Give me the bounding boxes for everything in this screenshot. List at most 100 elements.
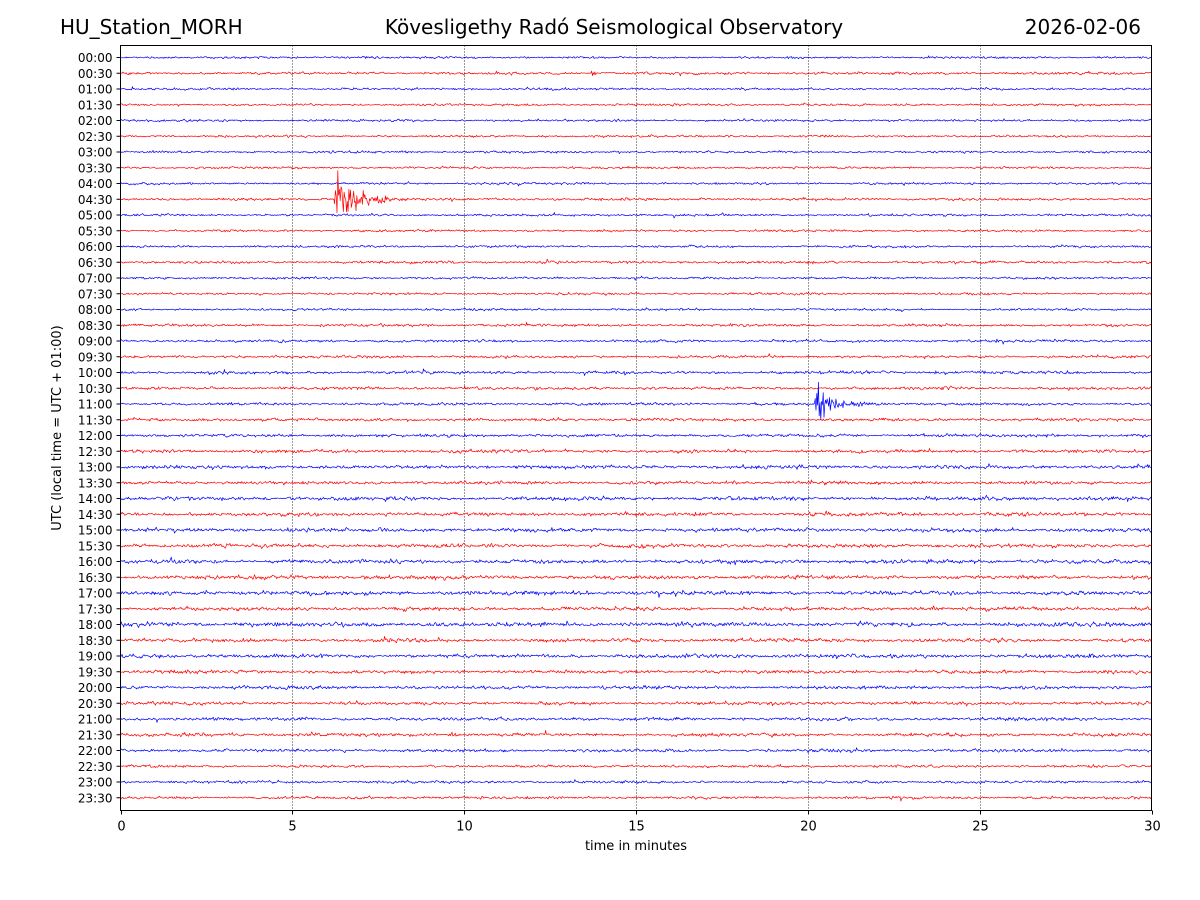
x-tick-label-5: 5	[288, 820, 296, 835]
y-tick-label-0400: 04:00	[78, 177, 113, 191]
trace-0230	[120, 134, 1152, 139]
y-tick-label-0630: 06:30	[78, 256, 113, 270]
trace-0330	[120, 165, 1152, 170]
y-tick-label-1630: 16:30	[78, 571, 113, 585]
plot-frame	[120, 45, 1152, 811]
y-tick-label-2030: 20:30	[78, 697, 113, 711]
y-tick-label-0300: 03:00	[78, 146, 113, 160]
vertical-gridlines	[292, 45, 981, 811]
trace-1200	[120, 432, 1152, 439]
y-tick-label-2130: 21:30	[78, 728, 113, 742]
y-tick-label-1700: 17:00	[78, 587, 113, 601]
x-tick-label-30: 30	[1144, 820, 1161, 835]
y-tick-label-1200: 12:00	[78, 429, 113, 443]
trace-2200	[120, 747, 1152, 754]
y-tick-label-1430: 14:30	[78, 508, 113, 522]
trace-2030	[120, 700, 1152, 707]
date-label: 2026-02-06	[1024, 15, 1141, 39]
y-tick-label-0430: 04:30	[78, 193, 113, 207]
trace-1830	[120, 636, 1152, 644]
trace-2330	[120, 795, 1152, 802]
trace-0900	[120, 338, 1152, 345]
y-tick-label-0800: 08:00	[78, 303, 113, 317]
trace-2230	[120, 763, 1152, 769]
trace-1900	[120, 653, 1152, 660]
trace-1300	[120, 463, 1152, 470]
y-tick-label-0830: 08:30	[78, 319, 113, 333]
trace-0930	[120, 353, 1152, 360]
trace-0130	[120, 102, 1152, 107]
trace-1400	[120, 494, 1152, 503]
trace-0800	[120, 307, 1152, 312]
trace-0000	[120, 55, 1152, 60]
trace-0400	[120, 181, 1152, 187]
trace-2000	[120, 684, 1152, 691]
y-tick-label-0230: 02:30	[78, 130, 113, 144]
trace-0700	[120, 275, 1152, 281]
trace-2300	[120, 779, 1152, 784]
y-tick-label-1730: 17:30	[78, 602, 113, 616]
y-tick-label-0500: 05:00	[78, 209, 113, 223]
y-tick-label-1600: 16:00	[78, 555, 113, 569]
x-tick-label-20: 20	[800, 820, 817, 835]
trace-1700	[120, 589, 1152, 598]
trace-1330	[120, 479, 1152, 486]
trace-2100	[120, 716, 1152, 723]
y-tick-label-1900: 19:00	[78, 650, 113, 664]
trace-2130	[120, 730, 1152, 738]
trace-1600	[120, 556, 1152, 566]
y-tick-label-1330: 13:30	[78, 476, 113, 490]
y-tick-label-0530: 05:30	[78, 224, 113, 238]
y-tick-label-1400: 14:00	[78, 492, 113, 506]
y-tick-label-1130: 11:30	[78, 413, 113, 427]
trace-0030	[120, 70, 1152, 77]
y-tick-label-1230: 12:30	[78, 445, 113, 459]
y-tick-label-1100: 11:00	[78, 398, 113, 412]
trace-0100	[120, 86, 1152, 91]
station-label: HU_Station_MORH	[60, 15, 243, 39]
y-tick-label-1530: 15:30	[78, 539, 113, 553]
trace-1500	[120, 526, 1152, 534]
y-tick-label-1000: 10:00	[78, 366, 113, 380]
x-axis-label: time in minutes	[585, 839, 687, 854]
y-tick-label-0930: 09:30	[78, 350, 113, 364]
trace-1800	[120, 620, 1152, 628]
trace-1130	[120, 416, 1152, 423]
trace-1730	[120, 605, 1152, 612]
trace-0600	[120, 244, 1152, 249]
trace-0830	[120, 321, 1152, 328]
y-tick-label-1300: 13:00	[78, 461, 113, 475]
y-tick-label-2230: 22:30	[78, 760, 113, 774]
trace-1930	[120, 669, 1152, 676]
y-tick-label-2330: 23:30	[78, 791, 113, 805]
observatory-title: Kövesligethy Radó Seismological Observat…	[384, 15, 844, 39]
trace-1100	[120, 381, 1152, 421]
x-tick-label-25: 25	[972, 820, 989, 835]
y-tick-label-0600: 06:00	[78, 240, 113, 254]
x-axis-ticks: 0 5 10 15 20 25 30	[117, 810, 1161, 835]
y-tick-label-1830: 18:30	[78, 634, 113, 648]
y-tick-label-2200: 22:00	[78, 744, 113, 758]
y-tick-label-0330: 03:30	[78, 161, 113, 175]
y-tick-label-1500: 15:00	[78, 524, 113, 538]
y-tick-label-1800: 18:00	[78, 618, 113, 632]
y-tick-label-2300: 23:00	[78, 776, 113, 790]
y-tick-label-1930: 19:30	[78, 665, 113, 679]
trace-1630	[120, 574, 1152, 581]
y-tick-label-2100: 21:00	[78, 713, 113, 727]
y-tick-label-2000: 20:00	[78, 681, 113, 695]
x-tick-label-15: 15	[628, 820, 645, 835]
x-tick-label-10: 10	[456, 820, 473, 835]
y-tick-label-1030: 10:30	[78, 382, 113, 396]
y-tick-label-0000: 00:00	[78, 51, 113, 65]
y-tick-label-0030: 00:30	[78, 67, 113, 81]
trace-0300	[120, 150, 1152, 155]
trace-0430	[120, 170, 1152, 214]
trace-0530	[120, 229, 1152, 233]
trace-0730	[120, 291, 1152, 296]
y-tick-label-0200: 02:00	[78, 114, 113, 128]
trace-0630	[120, 258, 1152, 265]
traces-group	[120, 55, 1152, 802]
